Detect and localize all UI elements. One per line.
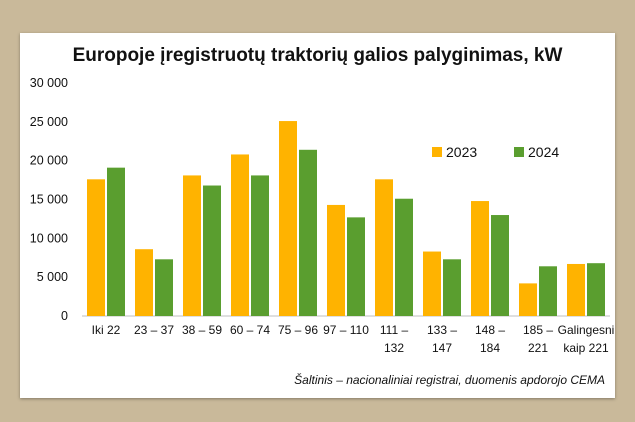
x-tick-label: 97 – 110: [323, 323, 369, 337]
legend-swatch-2024: [514, 147, 524, 157]
bar-2023: [279, 121, 297, 316]
bar-2023: [375, 179, 393, 316]
y-tick-label: 25 000: [30, 115, 68, 129]
bar-2023: [423, 251, 441, 316]
bar-2023: [519, 283, 537, 316]
chart-card: Europoje įregistruotų traktorių galios p…: [20, 33, 615, 398]
bar-2024: [443, 259, 461, 316]
bar-2024: [299, 149, 317, 316]
bar-2023: [567, 263, 585, 316]
legend-label-2023: 2023: [446, 144, 477, 160]
chart-title: Europoje įregistruotų traktorių galios p…: [72, 45, 563, 66]
x-tick-label: 148 –184: [475, 323, 505, 355]
bar-2023: [135, 249, 153, 316]
chart-source: Šaltinis – nacionaliniai registrai, duom…: [294, 373, 605, 387]
y-tick-label: 10 000: [30, 231, 68, 245]
y-tick-label: 20 000: [30, 154, 68, 168]
x-tick-label: 75 – 96: [278, 323, 318, 337]
x-tick-label: 185 –221: [523, 323, 553, 355]
y-tick-label: 0: [61, 309, 68, 323]
y-tick-label: 30 000: [30, 76, 68, 90]
legend-label-2024: 2024: [528, 144, 559, 160]
bar-2024: [251, 175, 269, 316]
bar-2024: [107, 167, 125, 316]
bar-2024: [203, 185, 221, 316]
bar-2023: [231, 154, 249, 316]
bar-2024: [155, 259, 173, 316]
bar-2023: [327, 204, 345, 316]
x-tick-label: 23 – 37: [134, 323, 174, 337]
x-tick-label: Galingesni kaip 221: [558, 323, 615, 355]
x-tick-label: 38 – 59: [182, 323, 222, 337]
x-tick-label: 133 –147: [427, 323, 457, 355]
y-tick-label: 15 000: [30, 193, 68, 207]
bar-2023: [471, 201, 489, 316]
x-tick-label: 111 –132: [380, 323, 409, 355]
bar-2024: [587, 263, 605, 316]
bar-2023: [183, 175, 201, 316]
bar-2024: [539, 266, 557, 316]
bar-2023: [87, 179, 105, 316]
x-tick-label: Iki 22: [92, 323, 121, 337]
bar-chart: 0 5 000 10 000 15 000 20 000 25 000 30 000 Iki …: [30, 76, 615, 355]
y-tick-label: 5 000: [37, 270, 68, 284]
bar-2024: [491, 215, 509, 316]
bar-2024: [395, 198, 413, 316]
legend-swatch-2023: [432, 147, 442, 157]
bar-2024: [347, 217, 365, 316]
x-tick-label: 60 – 74: [230, 323, 270, 337]
